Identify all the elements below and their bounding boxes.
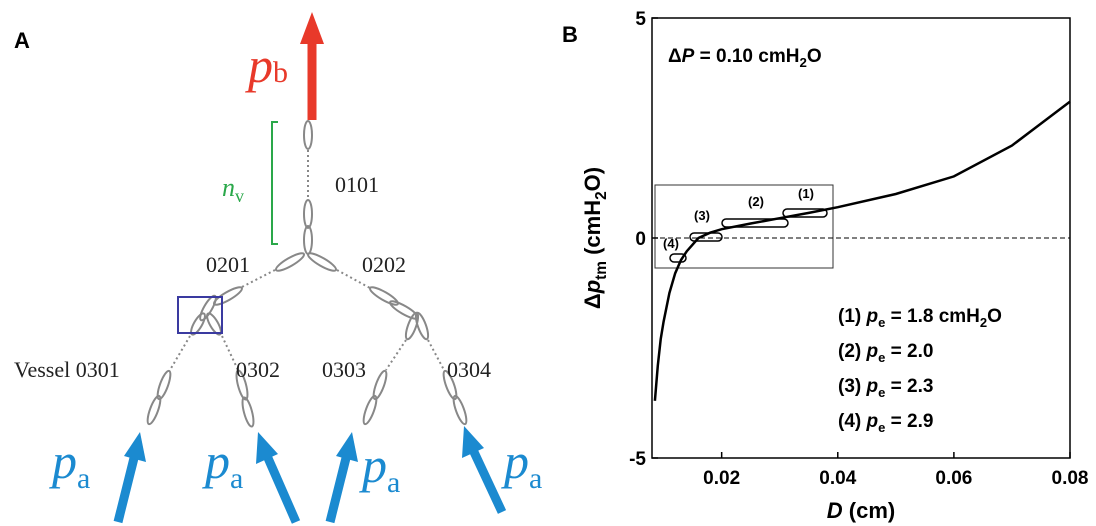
vessel-label: 0302 bbox=[236, 357, 280, 382]
segment-bracket bbox=[271, 121, 278, 245]
inlet-pressure: pa bbox=[49, 433, 90, 495]
outlet-pressure: pb bbox=[245, 37, 288, 93]
panel-letter: B bbox=[562, 22, 578, 47]
x-axis-label: D (cm) bbox=[827, 498, 895, 523]
vessel-label: 0201 bbox=[206, 252, 250, 277]
legend-line: (3) pe = 2.3 bbox=[838, 376, 933, 400]
loop-label: (2) bbox=[748, 194, 764, 209]
y-tick-label: 0 bbox=[635, 229, 646, 250]
loop-label: (4) bbox=[663, 236, 679, 251]
legend-line: (1) pe = 1.8 cmH2O bbox=[838, 306, 1002, 330]
inlet-pressure: pa bbox=[202, 433, 243, 495]
panel-letter: A bbox=[14, 28, 30, 53]
vessel-label: 0202 bbox=[362, 252, 406, 277]
loop-label: (3) bbox=[694, 208, 710, 223]
inset-box bbox=[654, 184, 834, 269]
legend-line: (2) pe = 2.0 bbox=[838, 341, 933, 365]
vessel-tree bbox=[146, 120, 468, 428]
x-tick-label: 0.08 bbox=[1052, 468, 1089, 489]
chart-title: ΔP = 0.10 cmH2O bbox=[668, 46, 822, 70]
zoom-box bbox=[177, 296, 223, 334]
data-line bbox=[653, 100, 1071, 401]
vessel-label: 0101 bbox=[335, 172, 379, 197]
legend-line: (4) pe = 2.9 bbox=[838, 411, 933, 435]
segment-count: nv bbox=[222, 173, 244, 206]
x-tick-label: 0.04 bbox=[819, 468, 856, 489]
hysteresis-loops bbox=[669, 208, 828, 263]
inlet-pressure: pa bbox=[501, 433, 542, 495]
vessel-label: Vessel 0301 bbox=[14, 357, 120, 382]
y-tick-label: 5 bbox=[635, 9, 646, 30]
vessel-label: 0303 bbox=[322, 357, 366, 382]
inlet-arrows bbox=[113, 426, 507, 524]
y-axis-label: Δptm (cmH2O) bbox=[580, 167, 610, 309]
inlet-pressure: pa bbox=[359, 437, 400, 499]
x-tick-label: 0.06 bbox=[935, 468, 972, 489]
outlet-arrow bbox=[300, 12, 324, 120]
x-tick-label: 0.02 bbox=[703, 468, 740, 489]
y-tick-label: -5 bbox=[629, 449, 646, 470]
vessel-label: 0304 bbox=[447, 357, 491, 382]
loop-label: (1) bbox=[798, 186, 814, 201]
